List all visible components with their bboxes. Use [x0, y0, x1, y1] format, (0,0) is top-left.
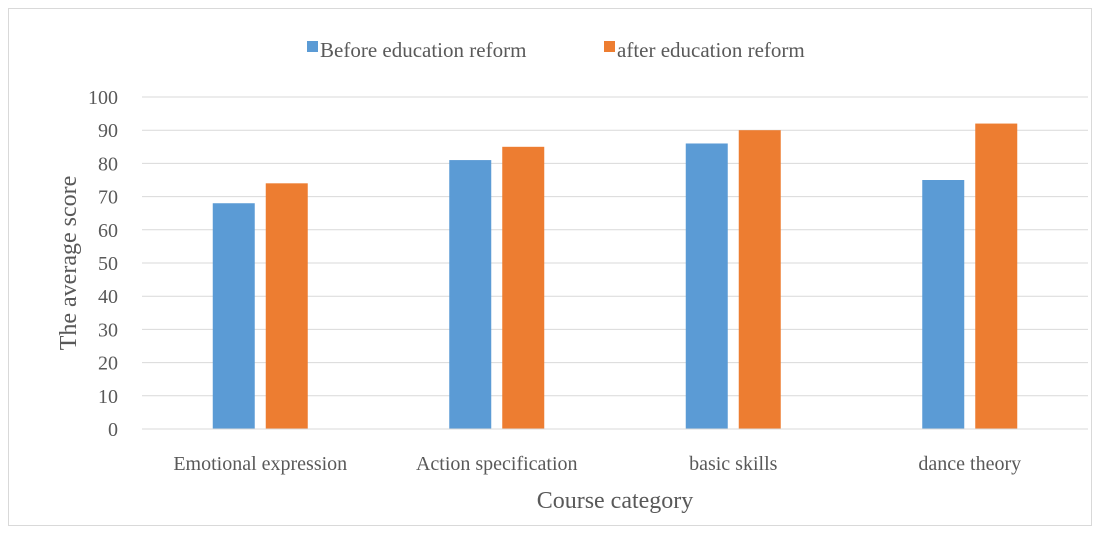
y-axis-ticks: 0 10 20 30 40 50 60 70 80 90 100 — [88, 87, 118, 441]
x-axis-title: Course category — [537, 488, 694, 514]
y-tick-label: 30 — [98, 319, 118, 341]
y-tick-label: 0 — [108, 419, 118, 441]
y-tick-label: 70 — [98, 187, 118, 209]
chart-frame — [8, 8, 1092, 526]
legend-swatch — [604, 41, 615, 52]
bar — [265, 183, 308, 429]
bar — [502, 146, 545, 430]
x-axis-ticks: Emotional expression Action specification… — [173, 453, 1021, 475]
bar — [212, 203, 255, 429]
legend-label: Before education reform — [320, 38, 526, 62]
x-tick-label: Action specification — [416, 453, 578, 475]
legend-swatch — [307, 41, 318, 52]
bar — [975, 123, 1018, 429]
bar — [449, 160, 492, 429]
legend-label: after education reform — [617, 38, 805, 62]
bars — [212, 123, 1018, 430]
y-tick-label: 80 — [98, 153, 118, 175]
x-tick-label: dance theory — [918, 453, 1021, 475]
y-tick-label: 40 — [98, 286, 118, 308]
y-tick-label: 90 — [98, 120, 118, 142]
y-tick-label: 20 — [98, 353, 118, 375]
x-tick-label: Emotional expression — [173, 453, 347, 475]
bar — [922, 180, 965, 429]
y-tick-label: 60 — [98, 220, 118, 242]
x-tick-label: basic skills — [689, 453, 778, 475]
y-axis-title: The average score — [56, 176, 82, 351]
y-tick-label: 10 — [98, 386, 118, 408]
y-tick-label: 50 — [98, 253, 118, 275]
bar — [738, 130, 781, 429]
bar — [685, 143, 728, 430]
legend: Before education reform after education r… — [307, 38, 805, 62]
y-tick-label: 100 — [88, 87, 118, 109]
